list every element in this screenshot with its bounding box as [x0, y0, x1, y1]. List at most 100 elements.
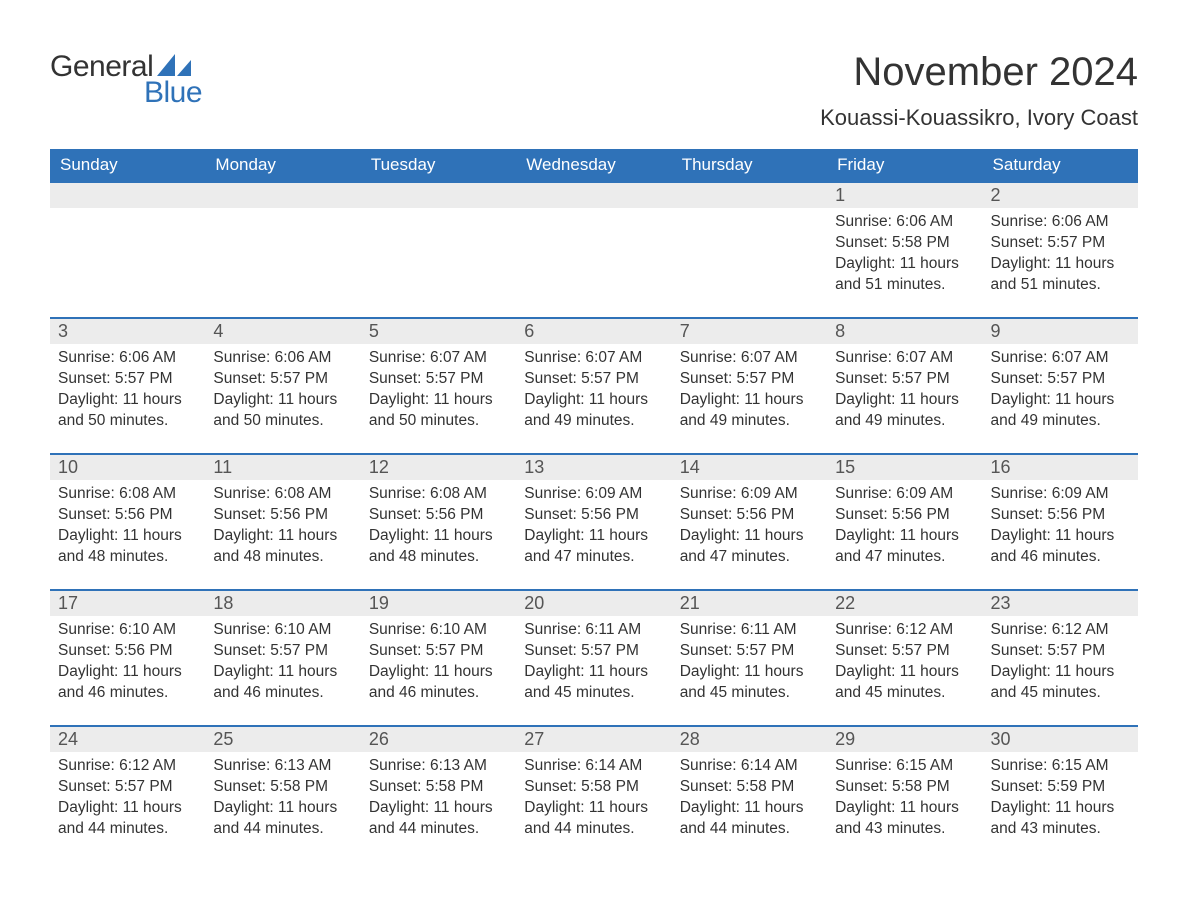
daylight-line: Daylight: 11 hours and 45 minutes. — [835, 662, 974, 704]
sunrise-line: Sunrise: 6:15 AM — [991, 756, 1130, 777]
day-content-cell: Sunrise: 6:08 AMSunset: 5:56 PMDaylight:… — [361, 480, 516, 590]
daylight-line: Daylight: 11 hours and 44 minutes. — [524, 798, 663, 840]
day-number-cell — [361, 182, 516, 208]
weekday-header: Wednesday — [516, 149, 671, 182]
daylight-line: Daylight: 11 hours and 44 minutes. — [369, 798, 508, 840]
sunset-line: Sunset: 5:58 PM — [213, 777, 352, 798]
day-content-cell: Sunrise: 6:10 AMSunset: 5:57 PMDaylight:… — [205, 616, 360, 726]
day-content-cell: Sunrise: 6:07 AMSunset: 5:57 PMDaylight:… — [983, 344, 1138, 454]
daylight-line: Daylight: 11 hours and 44 minutes. — [680, 798, 819, 840]
day-content-cell: Sunrise: 6:06 AMSunset: 5:58 PMDaylight:… — [827, 208, 982, 318]
daylight-line: Daylight: 11 hours and 48 minutes. — [58, 526, 197, 568]
day-number-cell: 5 — [361, 318, 516, 344]
logo: General Blue — [50, 50, 202, 110]
day-number-cell — [516, 182, 671, 208]
day-content-cell — [672, 208, 827, 318]
calendar-table: SundayMondayTuesdayWednesdayThursdayFrid… — [50, 149, 1138, 862]
weekday-header: Sunday — [50, 149, 205, 182]
daylight-line: Daylight: 11 hours and 49 minutes. — [524, 390, 663, 432]
sunset-line: Sunset: 5:56 PM — [58, 505, 197, 526]
daylight-line: Daylight: 11 hours and 45 minutes. — [680, 662, 819, 704]
sunset-line: Sunset: 5:57 PM — [524, 641, 663, 662]
sunset-line: Sunset: 5:57 PM — [213, 369, 352, 390]
day-number-cell: 30 — [983, 726, 1138, 752]
sunrise-line: Sunrise: 6:10 AM — [369, 620, 508, 641]
day-content-cell: Sunrise: 6:09 AMSunset: 5:56 PMDaylight:… — [983, 480, 1138, 590]
sunset-line: Sunset: 5:58 PM — [680, 777, 819, 798]
day-number-cell — [50, 182, 205, 208]
daylight-line: Daylight: 11 hours and 50 minutes. — [58, 390, 197, 432]
sunset-line: Sunset: 5:56 PM — [991, 505, 1130, 526]
daylight-line: Daylight: 11 hours and 46 minutes. — [58, 662, 197, 704]
daylight-line: Daylight: 11 hours and 47 minutes. — [524, 526, 663, 568]
daylight-line: Daylight: 11 hours and 50 minutes. — [369, 390, 508, 432]
sunrise-line: Sunrise: 6:06 AM — [835, 212, 974, 233]
day-content-cell: Sunrise: 6:07 AMSunset: 5:57 PMDaylight:… — [827, 344, 982, 454]
sunset-line: Sunset: 5:57 PM — [991, 369, 1130, 390]
day-content-cell: Sunrise: 6:08 AMSunset: 5:56 PMDaylight:… — [50, 480, 205, 590]
sunrise-line: Sunrise: 6:06 AM — [213, 348, 352, 369]
sunrise-line: Sunrise: 6:13 AM — [369, 756, 508, 777]
daylight-line: Daylight: 11 hours and 46 minutes. — [991, 526, 1130, 568]
daylight-line: Daylight: 11 hours and 47 minutes. — [680, 526, 819, 568]
sunrise-line: Sunrise: 6:09 AM — [991, 484, 1130, 505]
day-number-row: 12 — [50, 182, 1138, 208]
daylight-line: Daylight: 11 hours and 48 minutes. — [369, 526, 508, 568]
sunset-line: Sunset: 5:57 PM — [369, 369, 508, 390]
weekday-header: Friday — [827, 149, 982, 182]
day-content-cell: Sunrise: 6:12 AMSunset: 5:57 PMDaylight:… — [983, 616, 1138, 726]
day-content-row: Sunrise: 6:12 AMSunset: 5:57 PMDaylight:… — [50, 752, 1138, 862]
day-number-cell: 22 — [827, 590, 982, 616]
weekday-header: Tuesday — [361, 149, 516, 182]
sunset-line: Sunset: 5:57 PM — [680, 641, 819, 662]
day-number-cell: 15 — [827, 454, 982, 480]
sunrise-line: Sunrise: 6:07 AM — [991, 348, 1130, 369]
day-number-cell: 21 — [672, 590, 827, 616]
day-number-cell: 8 — [827, 318, 982, 344]
sunset-line: Sunset: 5:56 PM — [680, 505, 819, 526]
sunset-line: Sunset: 5:56 PM — [213, 505, 352, 526]
month-title: November 2024 — [820, 50, 1138, 95]
day-content-cell: Sunrise: 6:08 AMSunset: 5:56 PMDaylight:… — [205, 480, 360, 590]
sunrise-line: Sunrise: 6:09 AM — [524, 484, 663, 505]
day-content-cell: Sunrise: 6:10 AMSunset: 5:57 PMDaylight:… — [361, 616, 516, 726]
day-content-cell: Sunrise: 6:07 AMSunset: 5:57 PMDaylight:… — [672, 344, 827, 454]
day-number-cell: 14 — [672, 454, 827, 480]
day-content-cell: Sunrise: 6:15 AMSunset: 5:59 PMDaylight:… — [983, 752, 1138, 862]
weekday-header: Monday — [205, 149, 360, 182]
daylight-line: Daylight: 11 hours and 51 minutes. — [991, 254, 1130, 296]
day-content-cell — [516, 208, 671, 318]
day-number-cell: 13 — [516, 454, 671, 480]
daylight-line: Daylight: 11 hours and 45 minutes. — [991, 662, 1130, 704]
day-content-cell: Sunrise: 6:14 AMSunset: 5:58 PMDaylight:… — [672, 752, 827, 862]
sunrise-line: Sunrise: 6:06 AM — [991, 212, 1130, 233]
sunset-line: Sunset: 5:57 PM — [369, 641, 508, 662]
weekday-header-row: SundayMondayTuesdayWednesdayThursdayFrid… — [50, 149, 1138, 182]
daylight-line: Daylight: 11 hours and 46 minutes. — [369, 662, 508, 704]
sunset-line: Sunset: 5:57 PM — [58, 369, 197, 390]
sunrise-line: Sunrise: 6:10 AM — [58, 620, 197, 641]
day-number-cell: 10 — [50, 454, 205, 480]
day-number-cell: 4 — [205, 318, 360, 344]
sunset-line: Sunset: 5:58 PM — [835, 777, 974, 798]
sunrise-line: Sunrise: 6:07 AM — [680, 348, 819, 369]
sunset-line: Sunset: 5:57 PM — [524, 369, 663, 390]
day-content-cell: Sunrise: 6:09 AMSunset: 5:56 PMDaylight:… — [516, 480, 671, 590]
day-content-cell: Sunrise: 6:13 AMSunset: 5:58 PMDaylight:… — [361, 752, 516, 862]
sunrise-line: Sunrise: 6:15 AM — [835, 756, 974, 777]
sunset-line: Sunset: 5:56 PM — [524, 505, 663, 526]
daylight-line: Daylight: 11 hours and 51 minutes. — [835, 254, 974, 296]
sunset-line: Sunset: 5:57 PM — [991, 233, 1130, 254]
day-content-cell: Sunrise: 6:07 AMSunset: 5:57 PMDaylight:… — [516, 344, 671, 454]
weekday-header: Thursday — [672, 149, 827, 182]
sunset-line: Sunset: 5:58 PM — [524, 777, 663, 798]
day-number-cell: 1 — [827, 182, 982, 208]
day-content-cell: Sunrise: 6:11 AMSunset: 5:57 PMDaylight:… — [516, 616, 671, 726]
day-number-cell: 24 — [50, 726, 205, 752]
sunset-line: Sunset: 5:57 PM — [58, 777, 197, 798]
sunset-line: Sunset: 5:56 PM — [835, 505, 974, 526]
sunrise-line: Sunrise: 6:10 AM — [213, 620, 352, 641]
day-content-cell: Sunrise: 6:12 AMSunset: 5:57 PMDaylight:… — [50, 752, 205, 862]
sunset-line: Sunset: 5:58 PM — [369, 777, 508, 798]
sunset-line: Sunset: 5:57 PM — [835, 641, 974, 662]
